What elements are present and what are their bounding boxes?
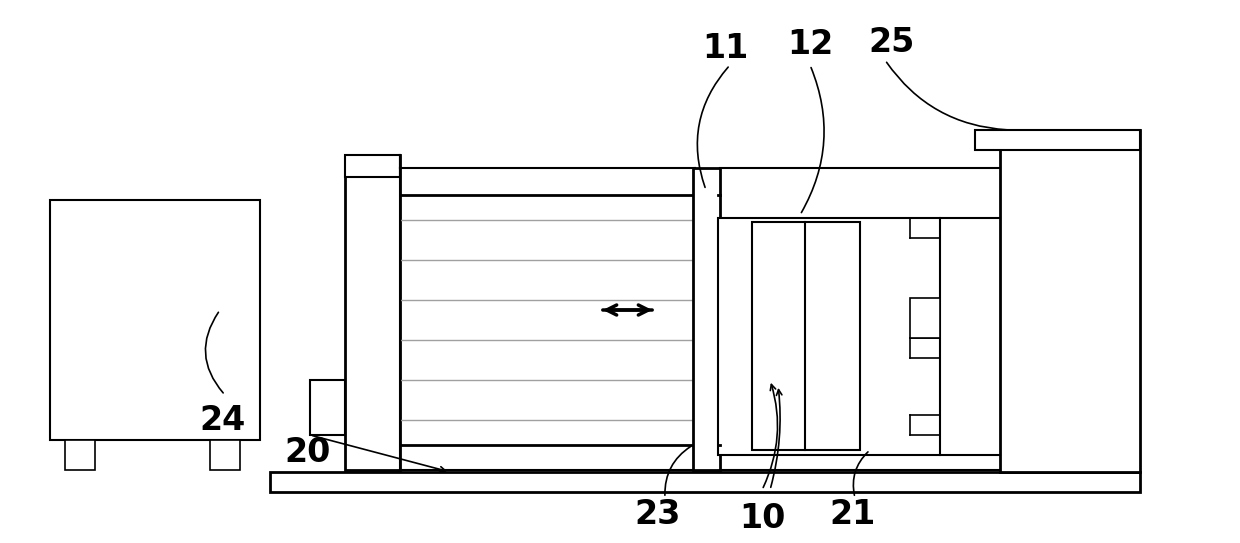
Bar (210, 440, 241, 470)
Bar (751, 222, 861, 450)
Text: 23: 23 (635, 498, 681, 532)
Text: 12: 12 (787, 28, 833, 61)
Bar (693, 168, 720, 470)
Bar (50, 200, 260, 440)
Text: 25: 25 (869, 26, 915, 59)
Bar (345, 155, 401, 470)
Bar (718, 218, 940, 455)
Text: 21: 21 (830, 498, 877, 532)
Text: 10: 10 (739, 502, 785, 534)
Bar (910, 298, 940, 338)
Bar (64, 440, 95, 470)
Text: 24: 24 (200, 403, 246, 437)
Bar (975, 130, 1140, 150)
Bar (999, 130, 1140, 472)
Bar (270, 472, 1140, 492)
Bar (345, 155, 401, 177)
Text: 20: 20 (285, 435, 331, 469)
Text: 11: 11 (702, 31, 748, 65)
Bar (310, 380, 345, 435)
